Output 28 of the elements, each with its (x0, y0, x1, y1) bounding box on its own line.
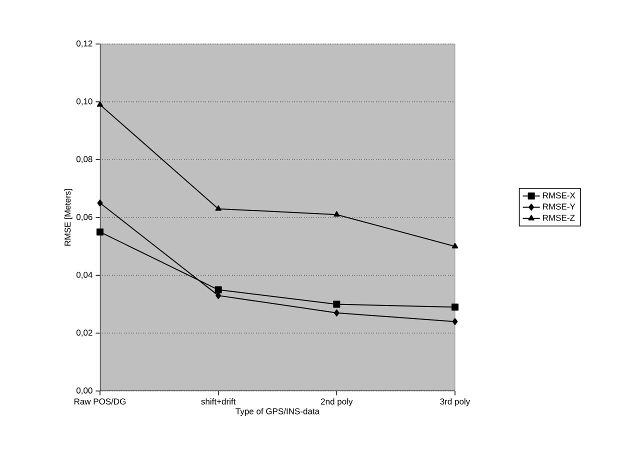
x-tick-label: 3rd poly (440, 398, 470, 406)
x-tick-label: Raw POS/DG (74, 398, 126, 405)
point (334, 211, 340, 217)
legend-label: RMSE-Z (543, 214, 575, 221)
y-tick-label: 0,10 (76, 98, 92, 106)
x-axis-title: Type of GPS/INS-data (236, 408, 320, 416)
point (97, 200, 103, 207)
legend-label: RMSE-Y (543, 204, 576, 210)
point (215, 205, 222, 211)
x-tick-label: shift+drift (201, 398, 236, 405)
point (214, 286, 222, 294)
x-tick-label: 2nd poly (321, 398, 353, 406)
point (452, 242, 458, 248)
point (333, 300, 340, 308)
y-tick-label: 0,02 (76, 330, 92, 337)
point (216, 292, 222, 300)
y-tick-label: 0,06 (76, 214, 92, 221)
y-tick-label: 0,04 (76, 272, 92, 279)
y-tick-label: 0,08 (76, 156, 92, 164)
legend-label: RMSE-X (543, 192, 576, 198)
point (452, 318, 458, 326)
y-tick-label: 0,00 (76, 387, 92, 394)
y-axis-title: RMSE [Meters] (64, 189, 72, 246)
point (334, 309, 340, 316)
y-tick-label: 0,12 (76, 40, 92, 48)
point (452, 304, 458, 311)
point (96, 101, 104, 107)
point (96, 228, 104, 236)
